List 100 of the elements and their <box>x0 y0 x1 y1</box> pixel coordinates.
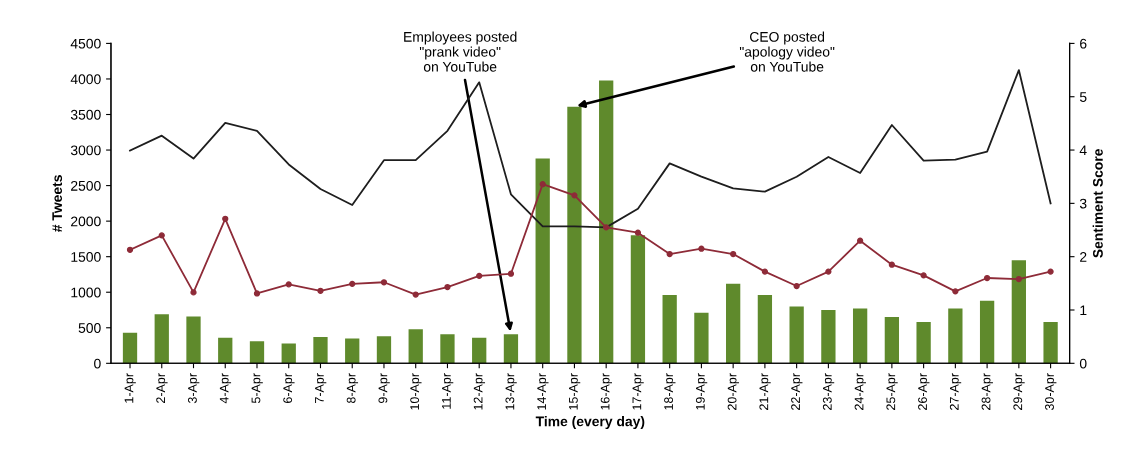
point <box>761 268 769 275</box>
point <box>317 287 324 294</box>
bar <box>186 316 201 364</box>
point <box>476 272 483 280</box>
x-tick-label: 29-Apr <box>1013 373 1025 410</box>
x-tick-label: 11-Apr <box>442 373 454 409</box>
x-tick-label: 27-Apr <box>949 373 962 410</box>
x-tick-label: 30-Apr <box>1045 373 1057 411</box>
x-tick-label: 13-Apr <box>505 373 517 410</box>
bar <box>694 312 709 364</box>
point <box>190 289 197 296</box>
point <box>666 250 673 258</box>
point <box>222 215 229 222</box>
point <box>730 250 737 258</box>
bar <box>916 322 931 364</box>
bar <box>503 334 519 364</box>
bar <box>313 337 328 364</box>
point <box>253 290 261 297</box>
point <box>349 280 356 287</box>
bar <box>662 295 677 364</box>
x-tick-label: 26-Apr <box>918 373 930 410</box>
bar <box>567 106 582 364</box>
point <box>983 274 991 282</box>
y2-tick-label: 3 <box>1079 198 1087 209</box>
point <box>158 232 165 239</box>
bar <box>472 337 487 364</box>
bar <box>884 317 900 364</box>
point <box>888 261 895 268</box>
y-tick-label: 1000 <box>71 287 101 298</box>
bar <box>249 341 265 364</box>
y-tick-label: 2000 <box>71 216 101 227</box>
y-tick-label: 0 <box>94 358 101 369</box>
y2-tick-label: 2 <box>1080 252 1087 262</box>
x-tick-label: 10-Apr <box>410 373 422 410</box>
y2-tick-label: 6 <box>1080 38 1087 49</box>
y-tick-label: 500 <box>78 323 101 333</box>
point <box>952 288 959 295</box>
annotation: CEO posted "apology video" on YouTube <box>739 31 835 72</box>
point <box>920 272 927 279</box>
y-tick-label: 4000 <box>70 74 101 85</box>
bar <box>1011 260 1026 364</box>
y-tick-label: 3000 <box>70 145 101 156</box>
bar <box>599 80 614 364</box>
point <box>285 281 292 288</box>
x-tick-label: 3-Apr <box>188 373 200 404</box>
bar <box>726 283 741 364</box>
point <box>634 229 642 236</box>
y2-axis-title: Sentiment Score <box>1092 149 1103 258</box>
point <box>1047 268 1054 275</box>
x-tick-label: 22-Apr <box>791 373 803 410</box>
bar <box>821 310 836 364</box>
y2-tick-label: 5 <box>1079 92 1087 102</box>
y-tick-label: 4500 <box>70 38 101 49</box>
bar <box>948 308 963 364</box>
point <box>507 270 515 277</box>
x-axis-title: Time (every day) <box>535 416 645 430</box>
x-tick-label: 2-Apr <box>156 373 168 403</box>
x-tick-label: 12-Apr <box>473 373 486 410</box>
bar <box>852 308 868 364</box>
y-axis-title: # Tweets <box>52 175 63 232</box>
point <box>793 282 800 290</box>
x-tick-label: 15-Apr <box>569 373 581 410</box>
x-tick-label: 21-Apr <box>759 373 771 410</box>
point <box>825 268 832 275</box>
x-tick-label: 18-Apr <box>664 373 676 410</box>
x-tick-label: 25-Apr <box>886 373 898 410</box>
x-tick-label: 23-Apr <box>822 373 835 410</box>
x-tick-label: 28-Apr <box>981 373 993 410</box>
y-tick-label: 3500 <box>70 109 101 120</box>
y2-tick-label: 0 <box>1079 358 1087 369</box>
bar <box>757 295 773 364</box>
x-tick-label: 19-Apr <box>695 373 708 410</box>
x-tick-label: 9-Apr <box>378 373 390 404</box>
x-tick-label: 20-Apr <box>727 373 739 410</box>
point <box>603 224 610 231</box>
bar <box>535 158 550 364</box>
bar <box>408 329 423 364</box>
x-tick-label: 8-Apr <box>346 373 359 404</box>
x-tick-label: 4-Apr <box>219 373 232 404</box>
bar <box>122 332 138 364</box>
bar <box>979 300 995 364</box>
bar <box>789 306 804 364</box>
bar <box>630 235 646 364</box>
x-tick-label: 7-Apr <box>315 373 327 403</box>
point <box>571 192 578 199</box>
bar <box>281 343 296 364</box>
x-tick-label: 24-Apr <box>854 373 866 410</box>
bar <box>440 334 455 364</box>
point <box>539 181 546 188</box>
annotation: Employees posted "prank video" on YouTube <box>404 31 517 72</box>
y-tick-label: 2500 <box>71 180 101 191</box>
bar <box>345 338 360 364</box>
point <box>126 246 134 253</box>
x-tick-label: 16-Apr <box>600 373 612 410</box>
bar <box>1043 322 1058 364</box>
point <box>412 291 419 298</box>
x-tick-label: 6-Apr <box>283 373 295 403</box>
point <box>444 283 451 291</box>
point <box>857 237 864 244</box>
x-tick-label: 5-Apr <box>251 373 263 404</box>
